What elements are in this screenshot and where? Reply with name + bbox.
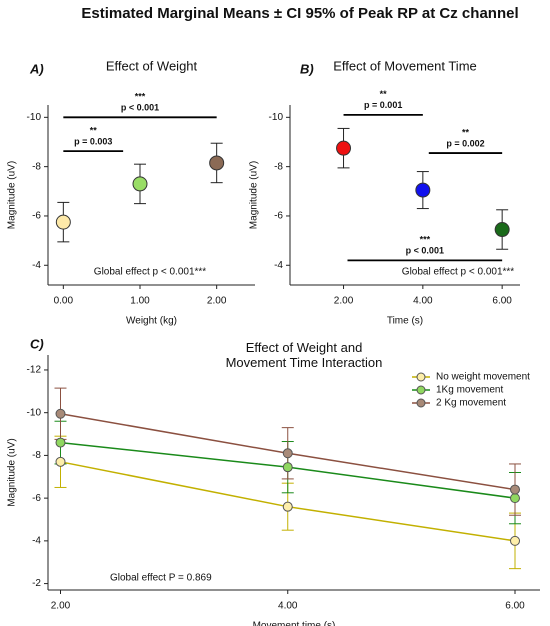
significance-stars: ** <box>462 127 470 137</box>
point <box>55 456 66 467</box>
y-tick-label: -12 <box>27 365 42 376</box>
legend-label: No weight movement <box>436 372 530 383</box>
chart-title: Effect of Movement Time <box>333 58 477 73</box>
panel-label: A) <box>29 61 44 76</box>
point <box>510 493 521 504</box>
y-tick-label: -6 <box>32 493 41 504</box>
y-tick-label: -10 <box>27 407 42 418</box>
chart-title: Effect of Weight and Movement Time Intera… <box>226 340 383 370</box>
figure-title: Estimated Marginal Means ± CI 95% of Pea… <box>81 5 518 22</box>
y-tick-label: -4 <box>274 260 283 271</box>
x-tick-label: 6.00 <box>505 601 525 612</box>
point <box>510 484 521 495</box>
annotation: Global effect p < 0.001*** <box>94 267 207 278</box>
point <box>209 155 225 171</box>
y-tick-label: -2 <box>32 578 41 589</box>
x-tick-label: 6.00 <box>492 296 512 307</box>
significance-label: p < 0.001 <box>121 103 159 113</box>
y-axis-label: Magnitude (uV) <box>7 438 18 506</box>
point <box>282 501 293 512</box>
point <box>132 176 148 192</box>
y-tick-label: -10 <box>27 112 42 123</box>
y-tick-label: -4 <box>32 260 41 271</box>
chart-title-line: Effect of Weight and <box>246 340 363 355</box>
point <box>282 462 293 473</box>
legend-marker <box>416 385 426 395</box>
panel-label: C) <box>30 336 44 351</box>
point <box>415 182 431 198</box>
y-tick-label: -8 <box>274 161 283 172</box>
x-tick-label: 1.00 <box>130 296 150 307</box>
y-tick-label: -8 <box>32 450 41 461</box>
significance-stars: ** <box>380 89 388 99</box>
y-tick-label: -10 <box>269 112 284 123</box>
significance-stars: *** <box>420 235 431 245</box>
x-tick-label: 4.00 <box>413 296 433 307</box>
point <box>55 437 66 448</box>
x-axis-label: Movement time (s) <box>253 621 336 626</box>
y-tick-label: -6 <box>274 211 283 222</box>
legend-label: 2 Kg movement <box>436 398 506 409</box>
chart-title: Effect of Weight <box>106 58 198 73</box>
significance-stars: ** <box>90 125 98 135</box>
significance-label: p = 0.002 <box>446 138 484 148</box>
y-tick-label: -4 <box>32 536 41 547</box>
point <box>282 448 293 459</box>
x-axis-label: Weight (kg) <box>126 316 177 327</box>
point <box>510 535 521 546</box>
x-tick-label: 2.00 <box>334 296 354 307</box>
point <box>55 214 71 230</box>
legend-label: 1Kg movement <box>436 385 503 396</box>
annotation: Global effect p < 0.001*** <box>402 267 515 278</box>
x-tick-label: 0.00 <box>54 296 74 307</box>
significance-label: p < 0.001 <box>406 246 444 256</box>
significance-label: p = 0.003 <box>74 136 112 146</box>
y-tick-label: -8 <box>32 161 41 172</box>
point <box>55 408 66 419</box>
legend-marker <box>416 398 426 408</box>
chart-title-line: Movement Time Interaction <box>226 355 383 370</box>
y-axis-label: Magnitude (uV) <box>7 161 18 229</box>
significance-stars: *** <box>135 92 146 102</box>
point <box>336 140 352 156</box>
y-axis-label: Magnitude (uV) <box>249 161 260 229</box>
x-axis-label: Time (s) <box>387 316 423 327</box>
x-tick-label: 2.00 <box>51 601 71 612</box>
significance-label: p = 0.001 <box>364 100 402 110</box>
x-tick-label: 2.00 <box>207 296 227 307</box>
panel-label: B) <box>300 61 314 76</box>
y-tick-label: -6 <box>32 211 41 222</box>
x-tick-label: 4.00 <box>278 601 298 612</box>
point <box>494 222 510 238</box>
annotation: Global effect P = 0.869 <box>110 573 212 584</box>
legend-marker <box>416 372 426 382</box>
